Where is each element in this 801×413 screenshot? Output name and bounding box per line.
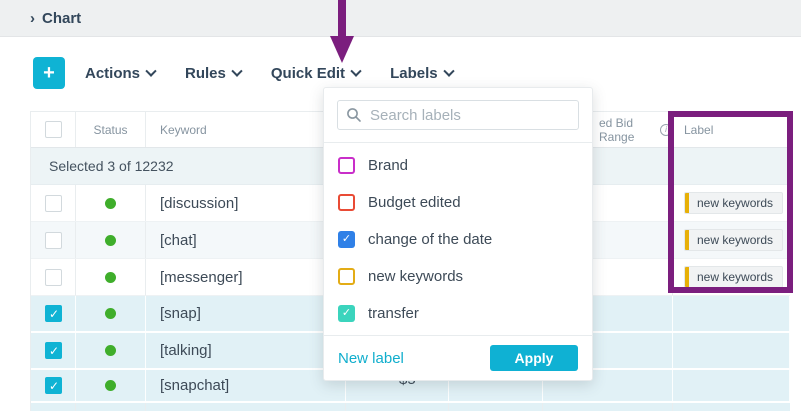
badge-accent-bar — [685, 267, 689, 287]
apply-button[interactable]: Apply — [490, 345, 578, 371]
menu-labels-label: Labels — [390, 65, 438, 82]
status-active-icon — [105, 271, 116, 283]
row-checkbox-checked[interactable] — [44, 305, 63, 323]
menu-quick-edit-label: Quick Edit — [270, 65, 346, 82]
badge-text: new keywords — [697, 233, 774, 247]
label-option-text: transfer — [368, 305, 419, 322]
column-header-label[interactable]: Label — [684, 122, 714, 137]
keyword-cell: [snapchat] — [146, 370, 346, 401]
row-checkbox-checked[interactable] — [44, 342, 63, 360]
table-row-partial[interactable] — [31, 403, 790, 411]
label-badge[interactable]: new keywords — [684, 229, 784, 251]
chevron-down-icon — [231, 65, 243, 77]
label-badge[interactable]: new keywords — [684, 192, 784, 214]
column-header-status[interactable]: Status — [76, 112, 146, 147]
annotation-arrow-head-icon — [330, 36, 354, 63]
labels-dropdown-footer: New label Apply — [324, 335, 592, 380]
breadcrumb-chart[interactable]: › Chart — [30, 0, 81, 37]
annotation-arrow — [338, 0, 346, 36]
badge-text: new keywords — [697, 196, 774, 210]
search-icon — [347, 108, 361, 122]
search-labels-input[interactable] — [337, 100, 579, 130]
menu-labels[interactable]: Labels — [390, 65, 455, 82]
label-option-text: Brand — [368, 157, 409, 174]
chevron-right-icon: › — [30, 10, 35, 27]
labels-list: Brand Budget edited change of the date n… — [324, 143, 592, 332]
menu-actions[interactable]: Actions — [85, 65, 157, 82]
keyword-cell: [messenger] — [146, 259, 346, 295]
label-option-text: Budget edited — [368, 194, 461, 211]
menu-rules-label: Rules — [185, 65, 226, 82]
keyword-cell: [chat] — [146, 222, 346, 258]
menu-rules[interactable]: Rules — [185, 65, 243, 82]
info-icon[interactable]: i — [660, 123, 672, 136]
badge-accent-bar — [685, 230, 689, 250]
breadcrumb-label: Chart — [42, 10, 82, 27]
checkbox-unchecked[interactable] — [338, 194, 355, 211]
keyword-cell: [snap] — [146, 296, 346, 331]
badge-accent-bar — [685, 193, 689, 213]
checkbox-unchecked[interactable] — [338, 268, 355, 285]
row-checkbox[interactable] — [44, 194, 62, 212]
label-option-transfer[interactable]: transfer — [338, 295, 578, 332]
new-label-link[interactable]: New label — [338, 349, 404, 367]
column-header-keyword[interactable]: Keyword — [146, 112, 346, 147]
checkbox-checked[interactable] — [338, 305, 355, 322]
menu-quick-edit[interactable]: Quick Edit — [270, 65, 362, 82]
chevron-down-icon — [442, 65, 455, 77]
chevron-down-icon — [350, 65, 362, 77]
checkbox-checked[interactable] — [338, 231, 355, 248]
labels-search-section — [324, 88, 592, 143]
add-button[interactable]: + — [33, 57, 65, 89]
label-option-brand[interactable]: Brand — [338, 147, 578, 184]
column-header-bid-range[interactable]: ed Bid Range i — [543, 112, 673, 147]
label-badge[interactable]: new keywords — [684, 266, 784, 288]
status-active-icon — [105, 345, 116, 356]
status-active-icon — [105, 380, 116, 391]
status-active-icon — [105, 197, 116, 209]
status-active-icon — [105, 234, 116, 246]
chevron-down-icon — [145, 65, 157, 77]
toolbar-menus: Actions Rules Quick Edit Labels — [85, 65, 455, 82]
keyword-cell: [talking] — [146, 333, 346, 368]
labels-dropdown: Brand Budget edited change of the date n… — [323, 87, 593, 381]
label-option-text: new keywords — [368, 268, 464, 285]
menu-actions-label: Actions — [85, 65, 141, 82]
row-checkbox[interactable] — [44, 268, 62, 286]
label-option-text: change of the date — [368, 231, 493, 248]
status-active-icon — [105, 308, 116, 319]
select-all-checkbox[interactable] — [44, 121, 62, 138]
keyword-cell: [discussion] — [146, 185, 346, 221]
row-checkbox[interactable] — [44, 231, 62, 249]
checkbox-unchecked[interactable] — [338, 157, 355, 174]
row-checkbox-checked[interactable] — [44, 377, 63, 395]
badge-text: new keywords — [697, 270, 774, 284]
top-bar: › Chart — [0, 0, 801, 37]
label-option-change-of-the-date[interactable]: change of the date — [338, 221, 578, 258]
label-option-new-keywords[interactable]: new keywords — [338, 258, 578, 295]
label-option-budget-edited[interactable]: Budget edited — [338, 184, 578, 221]
bid-range-header-label: ed Bid Range — [599, 115, 635, 144]
